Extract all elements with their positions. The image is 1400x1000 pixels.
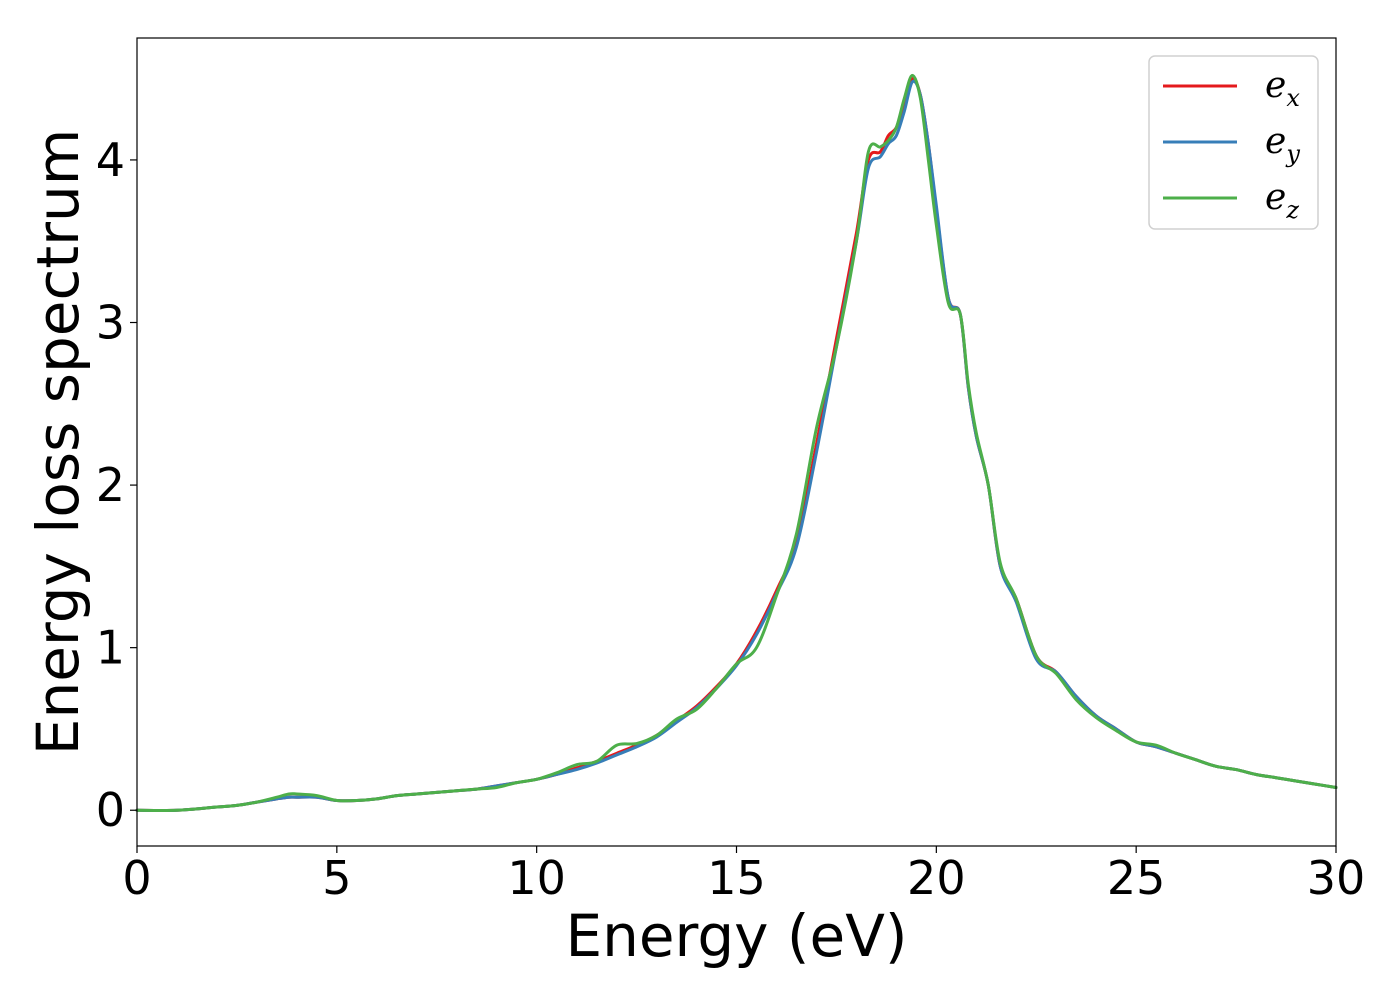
x-tick-label: 30 [1307, 851, 1366, 905]
legend-label-subscript: x [1286, 84, 1300, 112]
x-tick-label: 10 [507, 851, 566, 905]
legend-label-y: ey [1265, 121, 1300, 168]
legend-label-base: e [1265, 121, 1286, 162]
legend-label-base: e [1265, 65, 1286, 106]
x-axis-label: Energy (eV) [565, 902, 907, 970]
legend-label-z: ez [1265, 177, 1299, 224]
y-tick-label: 4 [96, 133, 125, 187]
legend-label-base: e [1265, 177, 1286, 218]
x-axis-ticks: 0 5 10 15 20 25 30 [122, 846, 1365, 905]
x-tick-label: 20 [907, 851, 966, 905]
x-tick-label: 0 [122, 851, 151, 905]
x-tick-label: 15 [707, 851, 766, 905]
y-tick-label: 3 [96, 296, 125, 350]
x-tick-label: 25 [1107, 851, 1166, 905]
series-line-z [135, 73, 1338, 812]
y-axis-label: Energy loss spectrum [24, 129, 92, 755]
legend-label-subscript: z [1285, 196, 1299, 224]
y-tick-label: 1 [96, 621, 125, 675]
series-layer [135, 73, 1338, 812]
y-axis-ticks: 0 1 2 3 4 [96, 133, 137, 837]
legend-label-x: ex [1265, 65, 1300, 112]
x-tick-label: 5 [322, 851, 351, 905]
y-tick-label: 0 [96, 783, 125, 837]
y-tick-label: 2 [96, 458, 125, 512]
legend-label-subscript: y [1285, 140, 1300, 168]
